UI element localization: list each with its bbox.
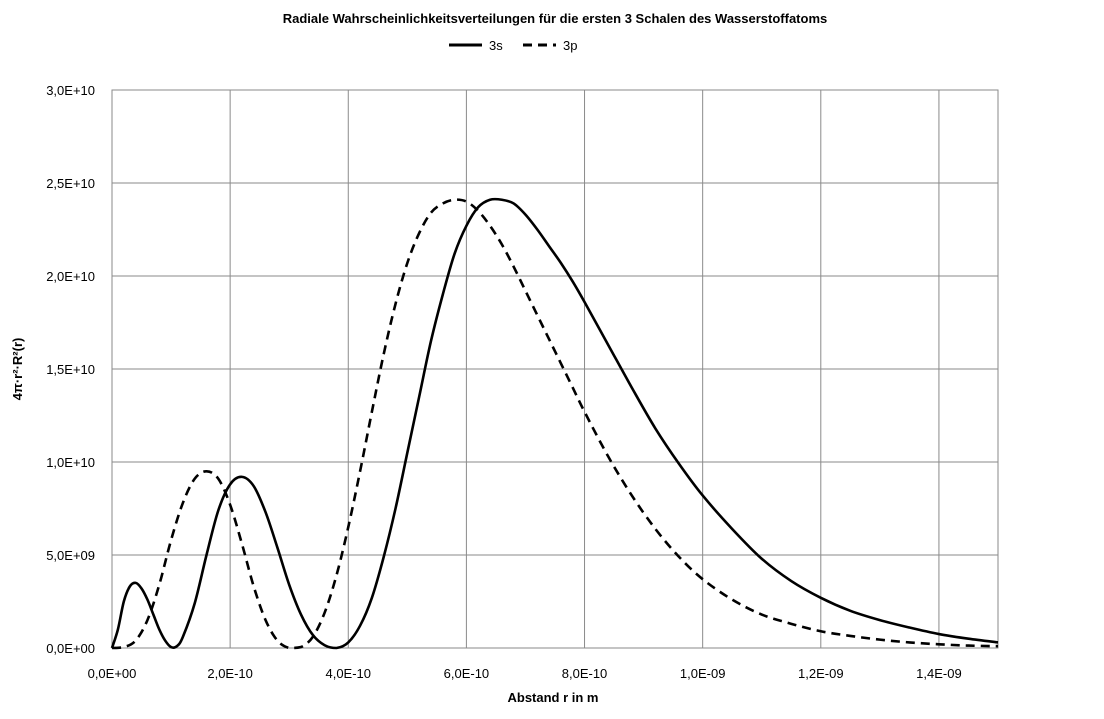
y-tick-label: 0,0E+00 — [46, 641, 95, 656]
y-axis-tick-labels: 0,0E+00 5,0E+09 1,0E+10 1,5E+10 2,0E+10 2,5E+… — [46, 83, 95, 656]
x-tick-label: 2,0E-10 — [207, 666, 253, 681]
y-axis-title: 4π·r²·R²(r) — [10, 338, 25, 401]
series-line-3p — [111, 198, 999, 650]
x-tick-label: 0,0E+00 — [88, 666, 137, 681]
y-tick-label: 2,0E+10 — [46, 269, 95, 284]
y-tick-label: 3,0E+10 — [46, 83, 95, 98]
y-tick-label: 5,0E+09 — [46, 548, 95, 563]
legend: 3s 3p — [449, 38, 577, 53]
x-tick-label: 1,4E-09 — [916, 666, 962, 681]
legend-label-3s: 3s — [489, 38, 503, 53]
x-tick-label: 8,0E-10 — [562, 666, 608, 681]
x-axis-title: Abstand r in m — [507, 690, 598, 705]
x-tick-label: 1,2E-09 — [798, 666, 844, 681]
y-tick-label: 1,5E+10 — [46, 362, 95, 377]
y-tick-label: 1,0E+10 — [46, 455, 95, 470]
chart-title: Radiale Wahrscheinlichkeitsverteilungen … — [283, 11, 828, 26]
x-tick-label: 6,0E-10 — [444, 666, 490, 681]
x-tick-label: 4,0E-10 — [325, 666, 371, 681]
series-layer — [110, 197, 999, 650]
y-tick-label: 2,5E+10 — [46, 176, 95, 191]
x-axis-tick-labels: 0,0E+00 2,0E-10 4,0E-10 6,0E-10 8,0E-10 1,0E-… — [88, 666, 962, 681]
x-tick-label: 1,0E-09 — [680, 666, 726, 681]
legend-label-3p: 3p — [563, 38, 577, 53]
gridlines — [111, 89, 998, 649]
series-line-3s — [110, 197, 999, 650]
plot-area — [111, 89, 999, 649]
